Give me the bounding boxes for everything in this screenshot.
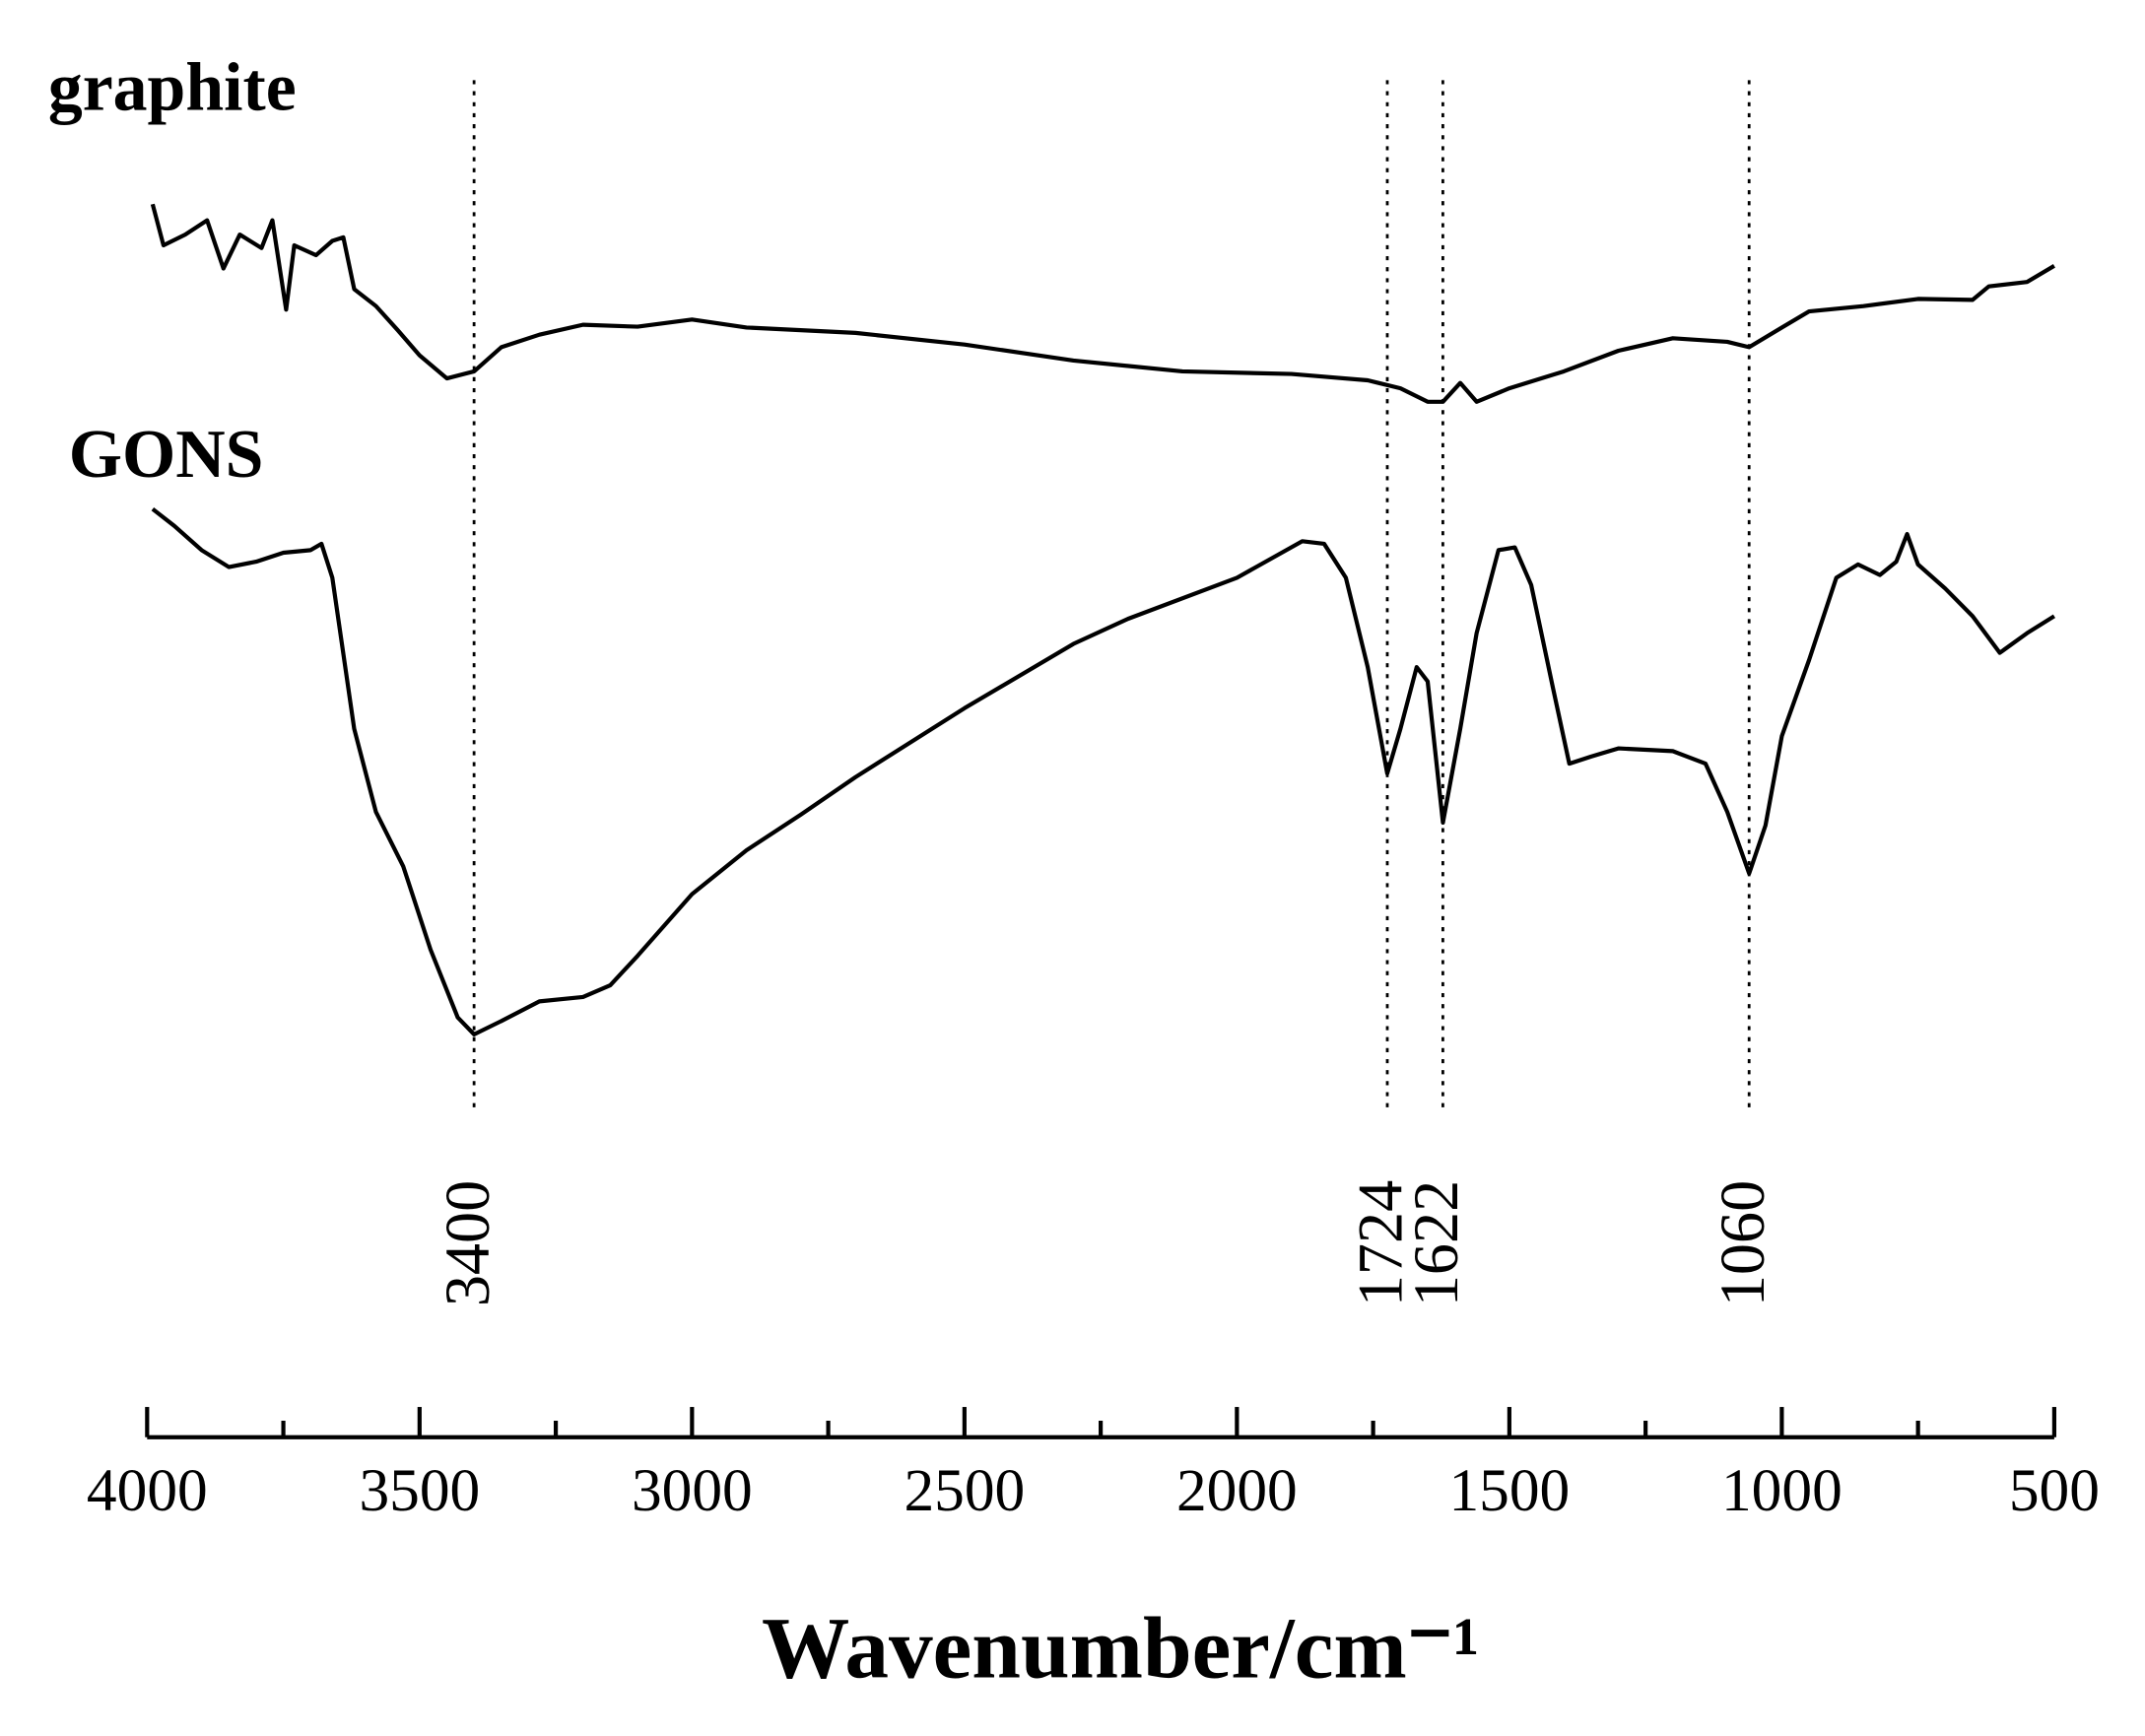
series-label: graphite [48, 49, 297, 125]
series-line [150, 203, 2055, 404]
peak-label: 3400 [433, 1180, 503, 1306]
peak-label: 1622 [1401, 1180, 1471, 1306]
x-tick-label: 1000 [1721, 1457, 1843, 1524]
x-axis-title: Wavenumber/cm⁻¹ [762, 1600, 1480, 1698]
x-tick-label: 3000 [632, 1457, 753, 1524]
peak-label: 1060 [1708, 1180, 1777, 1306]
peak-label: 1724 [1346, 1180, 1416, 1306]
x-tick-label: 3500 [359, 1457, 480, 1524]
x-tick-label: 1500 [1448, 1457, 1570, 1524]
x-tick-label: 2000 [1176, 1457, 1298, 1524]
series-label: GONS [69, 417, 264, 493]
x-tick-label: 500 [2009, 1457, 2100, 1524]
x-tick-label: 4000 [87, 1457, 208, 1524]
x-tick-label: 2500 [904, 1457, 1025, 1524]
series-line [151, 506, 2056, 1036]
